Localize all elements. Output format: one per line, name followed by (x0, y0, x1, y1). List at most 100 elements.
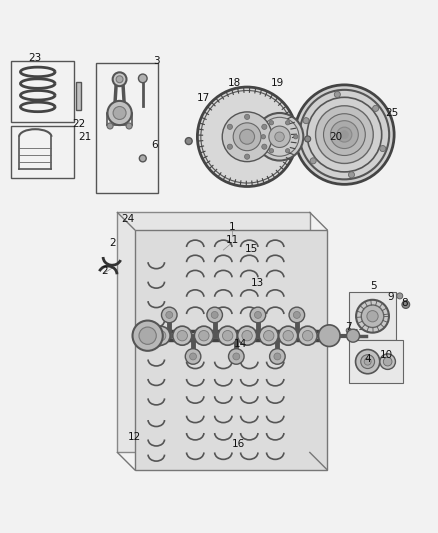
Circle shape (244, 114, 250, 119)
Bar (76, 82, 81, 110)
Circle shape (397, 293, 403, 299)
Circle shape (274, 353, 281, 360)
Text: 2: 2 (101, 266, 108, 276)
Circle shape (173, 326, 192, 345)
Circle shape (293, 311, 300, 318)
Bar (11, 126, 74, 178)
Circle shape (113, 72, 127, 86)
Circle shape (256, 113, 304, 160)
Circle shape (162, 307, 177, 322)
Circle shape (242, 330, 252, 341)
Bar (96, 63, 159, 193)
Text: 12: 12 (128, 432, 141, 442)
Polygon shape (117, 213, 310, 453)
Circle shape (138, 74, 147, 83)
Circle shape (254, 311, 261, 318)
Circle shape (286, 120, 290, 125)
Circle shape (361, 355, 374, 368)
Circle shape (185, 349, 201, 364)
Circle shape (346, 329, 360, 342)
Circle shape (198, 87, 297, 187)
Circle shape (113, 107, 126, 119)
Circle shape (303, 118, 309, 124)
Circle shape (126, 123, 132, 129)
Bar (349, 340, 403, 383)
Circle shape (361, 305, 384, 327)
Circle shape (190, 353, 197, 360)
Text: 20: 20 (329, 132, 343, 142)
Circle shape (237, 326, 257, 345)
Polygon shape (134, 230, 327, 470)
Circle shape (261, 135, 265, 139)
Circle shape (250, 307, 266, 322)
Text: 13: 13 (251, 278, 265, 288)
Circle shape (133, 320, 163, 351)
Circle shape (279, 326, 298, 345)
Circle shape (227, 144, 233, 149)
Circle shape (222, 112, 272, 161)
Circle shape (337, 127, 352, 142)
Bar (11, 61, 74, 122)
Circle shape (223, 330, 233, 341)
Text: 11: 11 (225, 235, 239, 245)
Circle shape (269, 126, 290, 148)
Circle shape (177, 330, 187, 341)
Circle shape (240, 130, 254, 144)
Circle shape (259, 326, 278, 345)
Circle shape (207, 307, 223, 322)
Text: 16: 16 (232, 439, 245, 449)
Circle shape (264, 330, 274, 341)
Text: 6: 6 (152, 140, 158, 150)
Circle shape (303, 330, 313, 341)
Circle shape (283, 330, 293, 341)
Circle shape (304, 136, 311, 142)
Circle shape (331, 120, 358, 149)
Circle shape (269, 120, 274, 125)
Text: 18: 18 (227, 78, 241, 88)
Text: 10: 10 (380, 350, 393, 360)
Circle shape (364, 358, 371, 365)
Circle shape (356, 300, 389, 333)
Circle shape (315, 106, 373, 164)
Circle shape (334, 92, 340, 98)
Circle shape (286, 149, 290, 153)
Circle shape (402, 301, 410, 309)
Circle shape (166, 311, 173, 318)
Text: 15: 15 (245, 244, 258, 254)
Circle shape (194, 326, 213, 345)
Circle shape (229, 349, 244, 364)
Circle shape (269, 149, 274, 153)
Circle shape (139, 155, 146, 162)
Circle shape (346, 328, 351, 333)
Text: 25: 25 (385, 108, 399, 118)
Circle shape (139, 327, 156, 344)
Circle shape (227, 124, 233, 130)
Text: 21: 21 (78, 132, 92, 142)
Circle shape (185, 138, 192, 144)
Circle shape (199, 330, 209, 341)
Circle shape (155, 330, 166, 341)
Circle shape (107, 101, 132, 125)
Text: 9: 9 (388, 292, 395, 302)
Circle shape (151, 326, 170, 345)
Circle shape (289, 307, 304, 322)
Circle shape (373, 106, 379, 111)
Circle shape (367, 311, 378, 322)
Text: 8: 8 (402, 298, 408, 308)
Text: 2: 2 (110, 238, 117, 248)
Circle shape (380, 146, 386, 151)
Text: 14: 14 (234, 340, 247, 349)
Circle shape (324, 114, 365, 156)
Circle shape (218, 326, 237, 345)
Text: 22: 22 (72, 119, 85, 129)
Text: 1: 1 (229, 222, 235, 232)
Circle shape (295, 85, 394, 184)
Circle shape (270, 349, 285, 364)
Text: 24: 24 (122, 214, 135, 224)
Circle shape (356, 350, 380, 374)
Circle shape (318, 325, 340, 346)
Circle shape (107, 123, 113, 129)
Text: 17: 17 (197, 93, 211, 103)
Circle shape (233, 353, 240, 360)
Circle shape (116, 76, 123, 83)
